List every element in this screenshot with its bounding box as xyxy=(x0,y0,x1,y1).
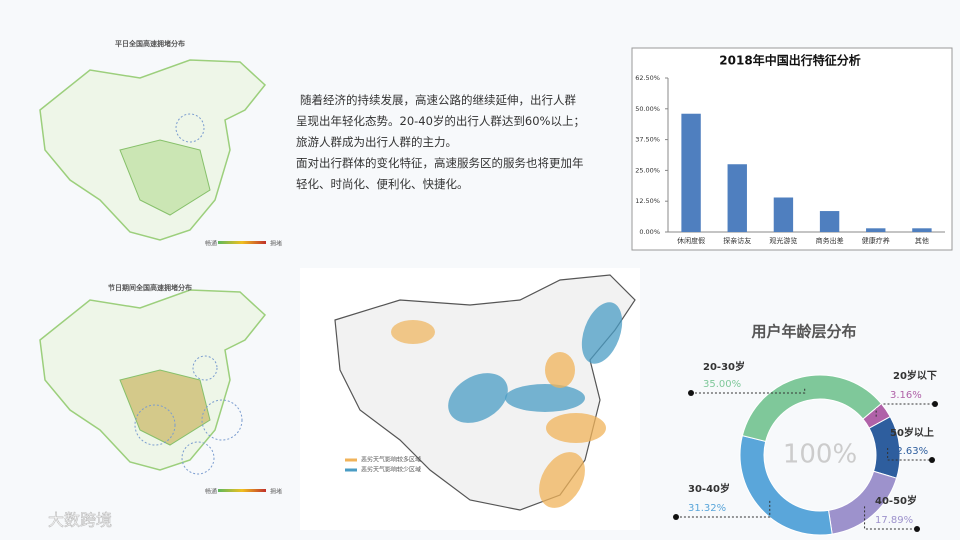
map-title: 平日全国高速拥堵分布 xyxy=(115,39,185,48)
map-legend: 拥堵 xyxy=(270,488,282,496)
legend-bar xyxy=(218,489,266,492)
paragraph: 随着经济的持续发展，高速公路的继续延伸，出行人群呈现出年轻化态势。20-40岁的… xyxy=(296,93,585,149)
x-tick-label: 商务出差 xyxy=(816,236,844,245)
hotspot xyxy=(201,399,243,441)
y-tick-label: 0.00% xyxy=(639,228,660,236)
x-tick-label: 观光游览 xyxy=(769,236,797,245)
y-tick-label: 62.50% xyxy=(635,74,660,82)
text-block: 随着经济的持续发展，高速公路的继续延伸，出行人群呈现出年轻化态势。20-40岁的… xyxy=(296,90,586,195)
slice-value: 35.00% xyxy=(703,379,741,390)
bar xyxy=(819,211,840,232)
x-tick-label: 健康疗养 xyxy=(862,236,890,245)
watermark: 大数跨境 xyxy=(48,511,112,530)
slice-label: 50岁以上 xyxy=(890,426,934,439)
slice-label: 20-30岁 xyxy=(703,360,745,373)
leader-dot xyxy=(932,401,938,407)
leader-line xyxy=(691,388,806,394)
slice-value: 31.32% xyxy=(688,503,726,514)
slice-label: 30-40岁 xyxy=(688,482,730,495)
leader-dot xyxy=(929,457,935,463)
leader-line xyxy=(887,448,932,461)
region xyxy=(545,352,575,388)
map-title: 节日期间全国高速拥堵分布 xyxy=(108,283,192,292)
y-tick-label: 50.00% xyxy=(635,105,660,113)
leader-dot xyxy=(914,526,920,532)
bar xyxy=(912,228,932,232)
bar xyxy=(727,164,747,232)
leader-dot xyxy=(688,390,694,396)
bar xyxy=(681,113,701,232)
y-tick-label: 37.50% xyxy=(635,136,660,144)
leader-line xyxy=(676,500,771,518)
map-legend: 恶劣天气影响较少区域 xyxy=(361,466,421,474)
region xyxy=(505,384,585,412)
paragraph: 面对出行群体的变化特征，高速服务区的服务也将更加年轻化、时尚化、便利化、快捷化。 xyxy=(296,156,584,191)
y-tick-label: 12.50% xyxy=(635,197,660,205)
leader-dot xyxy=(673,514,679,520)
y-tick-label: 25.00% xyxy=(635,166,660,174)
map-legend: 畅通 xyxy=(205,488,217,496)
map-1: 平日全国高速拥堵分布 畅通 拥堵 xyxy=(39,39,282,248)
region xyxy=(539,452,585,508)
map-legend: 恶劣天气影响较多区域 xyxy=(361,456,421,464)
hotspot xyxy=(192,355,218,381)
bar xyxy=(773,197,794,232)
chart-title: 2018年中国出行特征分析 xyxy=(719,53,860,68)
region xyxy=(581,302,623,364)
donut-slice xyxy=(741,374,882,443)
slice-value: 17.89% xyxy=(875,515,913,526)
region xyxy=(546,413,606,443)
slice-value: 3.16% xyxy=(890,390,922,401)
leader-line xyxy=(864,506,917,530)
slice-label: 20岁以下 xyxy=(893,369,937,382)
road-area xyxy=(119,139,211,216)
chart-title: 用户年龄层分布 xyxy=(751,323,856,341)
bar-chart: 2018年中国出行特征分析 0.00% 12.50% 25.00% 37.50% 50.0… xyxy=(635,53,945,245)
x-tick-label: 其他 xyxy=(915,236,929,245)
map-legend: 畅通 xyxy=(205,240,217,248)
map-2: 节日期间全国高速拥堵分布 畅通 拥堵 xyxy=(39,283,282,496)
hotspot xyxy=(181,441,215,475)
donut-chart: 用户年龄层分布 20岁以下 3.16% 50岁以上 12.63% 40-50岁 17.89%… xyxy=(673,323,938,536)
region xyxy=(448,373,508,423)
legend-bar xyxy=(218,241,266,244)
x-tick-label: 探亲访友 xyxy=(723,236,751,245)
slice-value: 12.63% xyxy=(890,446,928,457)
map-legend: 拥堵 xyxy=(270,240,282,248)
bar xyxy=(866,228,886,232)
slice-label: 40-50岁 xyxy=(875,494,917,507)
x-tick-label: 休闲度假 xyxy=(677,236,705,245)
region xyxy=(391,320,435,344)
map-3: 恶劣天气影响较多区域 恶劣天气影响较少区域 xyxy=(300,268,640,530)
hotspot xyxy=(134,404,176,446)
center-label: 100% xyxy=(783,440,857,470)
hotspot xyxy=(175,113,205,143)
